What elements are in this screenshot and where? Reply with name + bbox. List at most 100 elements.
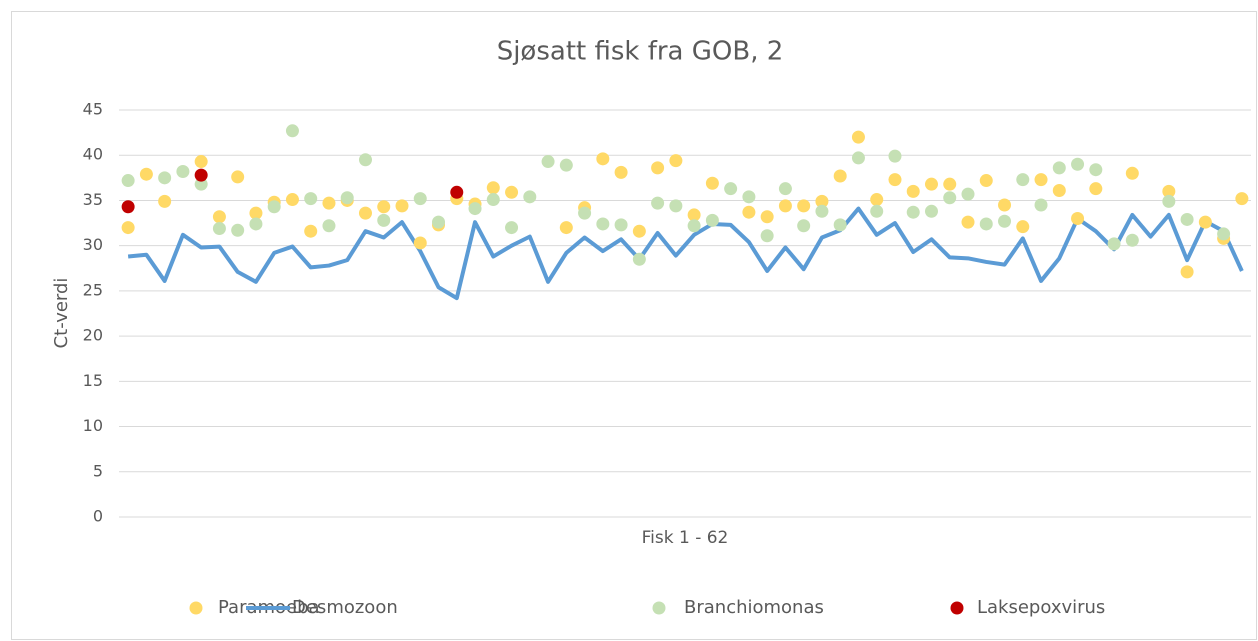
scatter-point [541, 155, 555, 169]
scatter-point [1089, 182, 1103, 196]
scatter-point [322, 196, 336, 210]
scatter-point [614, 218, 628, 232]
scatter-point [979, 174, 993, 188]
scatter-point [194, 168, 208, 182]
scatter-point [486, 193, 500, 207]
scatter-point [1089, 163, 1103, 177]
scatter-point [176, 165, 190, 179]
scatter-point [632, 252, 646, 266]
scatter-point [285, 193, 299, 207]
scatter-point [231, 223, 245, 237]
scatter-point [304, 224, 318, 238]
y-tick-label: 20 [83, 326, 103, 345]
scatter-point [651, 161, 665, 175]
scatter-point [249, 217, 263, 231]
scatter-point [340, 191, 354, 205]
scatter-point [1052, 183, 1066, 197]
scatter-point [212, 210, 226, 224]
scatter-point [687, 219, 701, 233]
scatter-point [1071, 212, 1085, 226]
scatter-point [833, 169, 847, 183]
scatter-point [158, 171, 172, 185]
scatter-point [1071, 157, 1085, 171]
scatter-point [559, 221, 573, 235]
scatter-point [906, 205, 920, 219]
legend-marker [189, 601, 203, 615]
y-tick-label: 0 [93, 507, 103, 526]
scatter-point [888, 149, 902, 163]
scatter-point [523, 190, 537, 204]
legend-label: Branchiomonas [684, 597, 824, 618]
scatter-point [979, 217, 993, 231]
scatter-point [1125, 233, 1139, 247]
scatter-point [705, 176, 719, 190]
scatter-point [194, 155, 208, 169]
scatter-point [1235, 192, 1249, 206]
line-series [127, 206, 1244, 301]
scatter-point [760, 210, 774, 224]
scatter-point [559, 158, 573, 172]
scatter-point [322, 219, 336, 233]
scatter-point [486, 181, 500, 195]
legend-marker [652, 601, 666, 615]
scatter-point [194, 177, 208, 191]
scatter-point [158, 194, 172, 208]
legend-label: Desmozoon [292, 597, 398, 618]
scatter-point [742, 205, 756, 219]
scatter-point [249, 206, 263, 220]
scatter-point [413, 192, 427, 206]
legend-label: Laksepoxvirus [977, 597, 1105, 618]
scatter-point [998, 214, 1012, 228]
scatter-point [212, 221, 226, 235]
scatter-point [778, 199, 792, 213]
scatter-point [669, 199, 683, 213]
scatter-point [833, 218, 847, 232]
chart-border [11, 11, 1257, 640]
y-tick-label: 40 [83, 145, 103, 164]
y-tick-label: 25 [83, 280, 103, 299]
y-tick-label: 30 [83, 235, 103, 254]
scatter-point [505, 221, 519, 235]
scatter-point [121, 200, 135, 214]
scatter-point [450, 185, 464, 199]
scatter-point [377, 213, 391, 227]
scatter-point [377, 200, 391, 214]
scatter-point [1162, 184, 1176, 198]
scatter-point [304, 192, 318, 206]
scatter-point [1198, 215, 1212, 229]
y-tick-label: 45 [83, 100, 103, 119]
scatter-point [1125, 166, 1139, 180]
scatter-point [705, 213, 719, 227]
scatter-point [742, 190, 756, 204]
scatter-point [1217, 227, 1231, 241]
scatter-point [121, 174, 135, 188]
scatter-point [267, 200, 281, 214]
scatter-point [724, 182, 738, 196]
scatter-point [961, 187, 975, 201]
y-tick-label: 5 [93, 461, 103, 480]
scatter-point [870, 204, 884, 218]
scatter-point [505, 185, 519, 199]
scatter-point [1162, 194, 1176, 208]
scatter-point [1107, 237, 1121, 251]
scatter-point [778, 182, 792, 196]
scatter-point [943, 177, 957, 191]
legend-marker [950, 601, 964, 615]
scatter-point [870, 193, 884, 207]
scatter-point [1016, 173, 1030, 187]
scatter-point [797, 219, 811, 233]
y-tick-label: 15 [83, 371, 103, 390]
scatter-point [669, 154, 683, 168]
scatter-point [358, 206, 372, 220]
scatter-point [687, 208, 701, 222]
scatter-point [943, 191, 957, 205]
y-tick-label: 35 [83, 190, 103, 209]
scatter-point [815, 204, 829, 218]
scatter-point [651, 196, 665, 210]
scatter-point [596, 152, 610, 166]
scatter-point [395, 199, 409, 213]
scatter-point [632, 224, 646, 238]
scatter-point [924, 204, 938, 218]
scatter-point [1180, 265, 1194, 279]
